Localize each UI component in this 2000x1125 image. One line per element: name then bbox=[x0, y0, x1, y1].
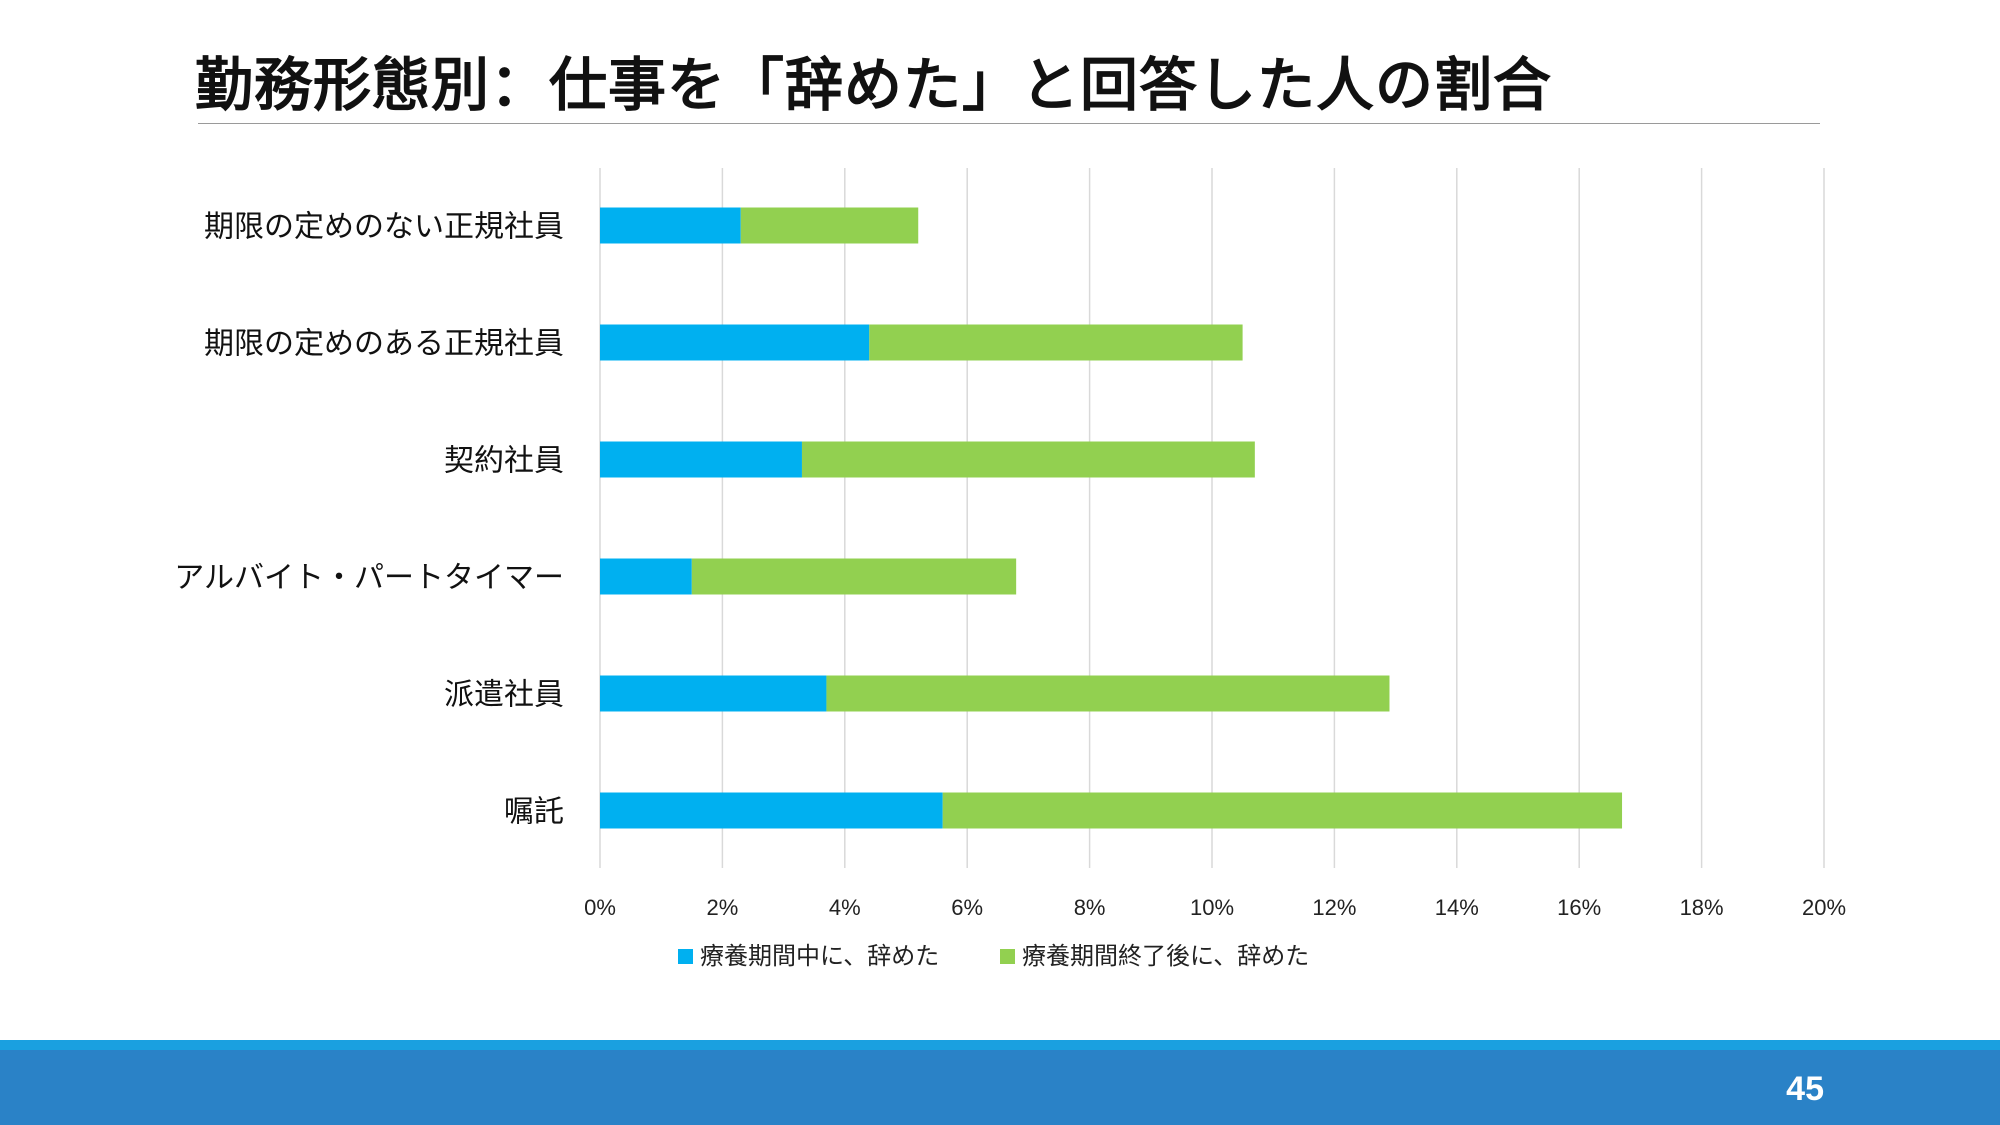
legend-swatch-during bbox=[678, 949, 693, 964]
x-tick-label: 2% bbox=[707, 895, 739, 920]
bar-segment-during bbox=[600, 324, 870, 361]
legend-swatch-after bbox=[1000, 949, 1015, 964]
category-label: 契約社員 bbox=[444, 444, 564, 479]
bar-segment-after bbox=[826, 675, 1390, 712]
bar-segment-after bbox=[691, 558, 1017, 595]
slide-title: 勤務形態別：仕事を「辞めた」と回答した人の割合 bbox=[195, 51, 1553, 119]
bar-segment-after bbox=[801, 441, 1255, 478]
bar-segment-after bbox=[740, 207, 919, 244]
bar-segment-during bbox=[600, 441, 802, 478]
x-tick-label: 8% bbox=[1074, 895, 1106, 920]
category-label: 嘱託 bbox=[504, 795, 564, 830]
category-label: 派遣社員 bbox=[444, 678, 564, 713]
bar-segment-during bbox=[600, 558, 692, 595]
x-tick-label: 4% bbox=[829, 895, 861, 920]
x-tick-label: 6% bbox=[951, 895, 983, 920]
title-divider bbox=[198, 123, 1820, 124]
legend-label-after: 療養期間終了後に、辞めた bbox=[1022, 942, 1309, 970]
category-label: 期限の定めのある正規社員 bbox=[204, 327, 564, 362]
bar-segment-during bbox=[600, 792, 943, 829]
category-label: 期限の定めのない正規社員 bbox=[204, 210, 564, 245]
stacked-bar-chart: 0% 2% 4% 6% 8% 10% 12% 14% 16% 18% 20% 期限の定めのない正規社員… bbox=[174, 168, 1846, 970]
x-tick-label: 16% bbox=[1557, 895, 1601, 920]
x-tick-label: 0% bbox=[584, 895, 616, 920]
x-tick-label: 12% bbox=[1312, 895, 1356, 920]
category-label: アルバイト・パートタイマー bbox=[174, 561, 564, 596]
x-tick-label: 10% bbox=[1190, 895, 1234, 920]
bar-segment-after bbox=[942, 792, 1623, 829]
bar-segment-during bbox=[600, 675, 827, 712]
bar-segment-after bbox=[869, 324, 1243, 361]
page-number: 45 bbox=[1786, 1070, 1824, 1108]
legend-label-during: 療養期間中に、辞めた bbox=[700, 942, 939, 970]
footer-accent-stripe bbox=[0, 1040, 2000, 1050]
x-tick-label: 20% bbox=[1802, 895, 1846, 920]
x-tick-label: 14% bbox=[1435, 895, 1479, 920]
bar-segment-during bbox=[600, 207, 741, 244]
footer-bar bbox=[0, 1050, 2000, 1125]
x-tick-label: 18% bbox=[1680, 895, 1724, 920]
